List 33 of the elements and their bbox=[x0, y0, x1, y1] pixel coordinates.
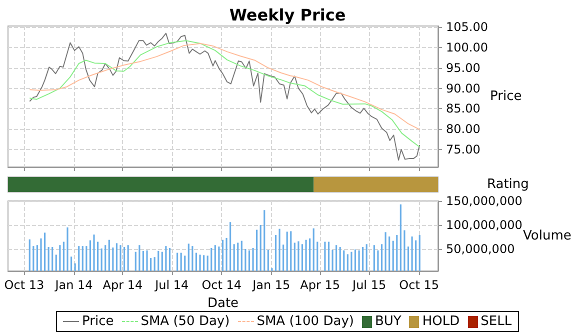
x-tick-label: Oct 13 bbox=[4, 278, 44, 292]
line-series bbox=[29, 32, 420, 161]
x-tick-label: Apr 15 bbox=[300, 278, 340, 292]
legend-label: Price bbox=[82, 314, 114, 329]
y-tick-label: 85.00 bbox=[446, 102, 480, 116]
y-tick-label: 100.00 bbox=[446, 40, 488, 55]
y-axis-title: Price bbox=[490, 89, 522, 104]
x-tick-label: Apr 14 bbox=[102, 278, 143, 292]
legend-label: SMA (50 Day) bbox=[140, 314, 230, 329]
y-tick-label: 100,000,000 bbox=[446, 218, 522, 232]
y-tick-label: 90.00 bbox=[446, 81, 480, 96]
y-tick-label: 105.00 bbox=[446, 20, 488, 34]
line-series bbox=[29, 40, 420, 148]
y-tick-label: 80.00 bbox=[446, 122, 480, 136]
y-tick-label: 150,000,000 bbox=[446, 194, 522, 208]
y-axis-title: Volume bbox=[523, 228, 572, 244]
x-tick-label: Oct 14 bbox=[202, 278, 242, 292]
y-tick-label: 50,000,000 bbox=[446, 242, 515, 256]
x-tick-label: Jan 14 bbox=[54, 278, 93, 292]
x-axis-title: Date bbox=[207, 296, 239, 311]
y-tick-label: 75.00 bbox=[446, 142, 480, 156]
chart-title: Weekly Price bbox=[229, 6, 346, 24]
x-tick-label: Jul 15 bbox=[352, 278, 386, 292]
y-tick-label: 95.00 bbox=[446, 60, 480, 75]
x-tick-label: Jan 15 bbox=[252, 278, 290, 292]
legend-label: SMA (100 Day) bbox=[256, 314, 354, 329]
x-tick-label: Jul 14 bbox=[154, 278, 189, 292]
y-axis-title: Rating bbox=[487, 177, 529, 192]
legend-label: HOLD bbox=[422, 314, 460, 329]
legend-label: BUY bbox=[374, 314, 402, 329]
x-tick-label: Oct 15 bbox=[399, 278, 439, 292]
line-series bbox=[29, 43, 420, 130]
legend-label: SELL bbox=[480, 314, 512, 329]
